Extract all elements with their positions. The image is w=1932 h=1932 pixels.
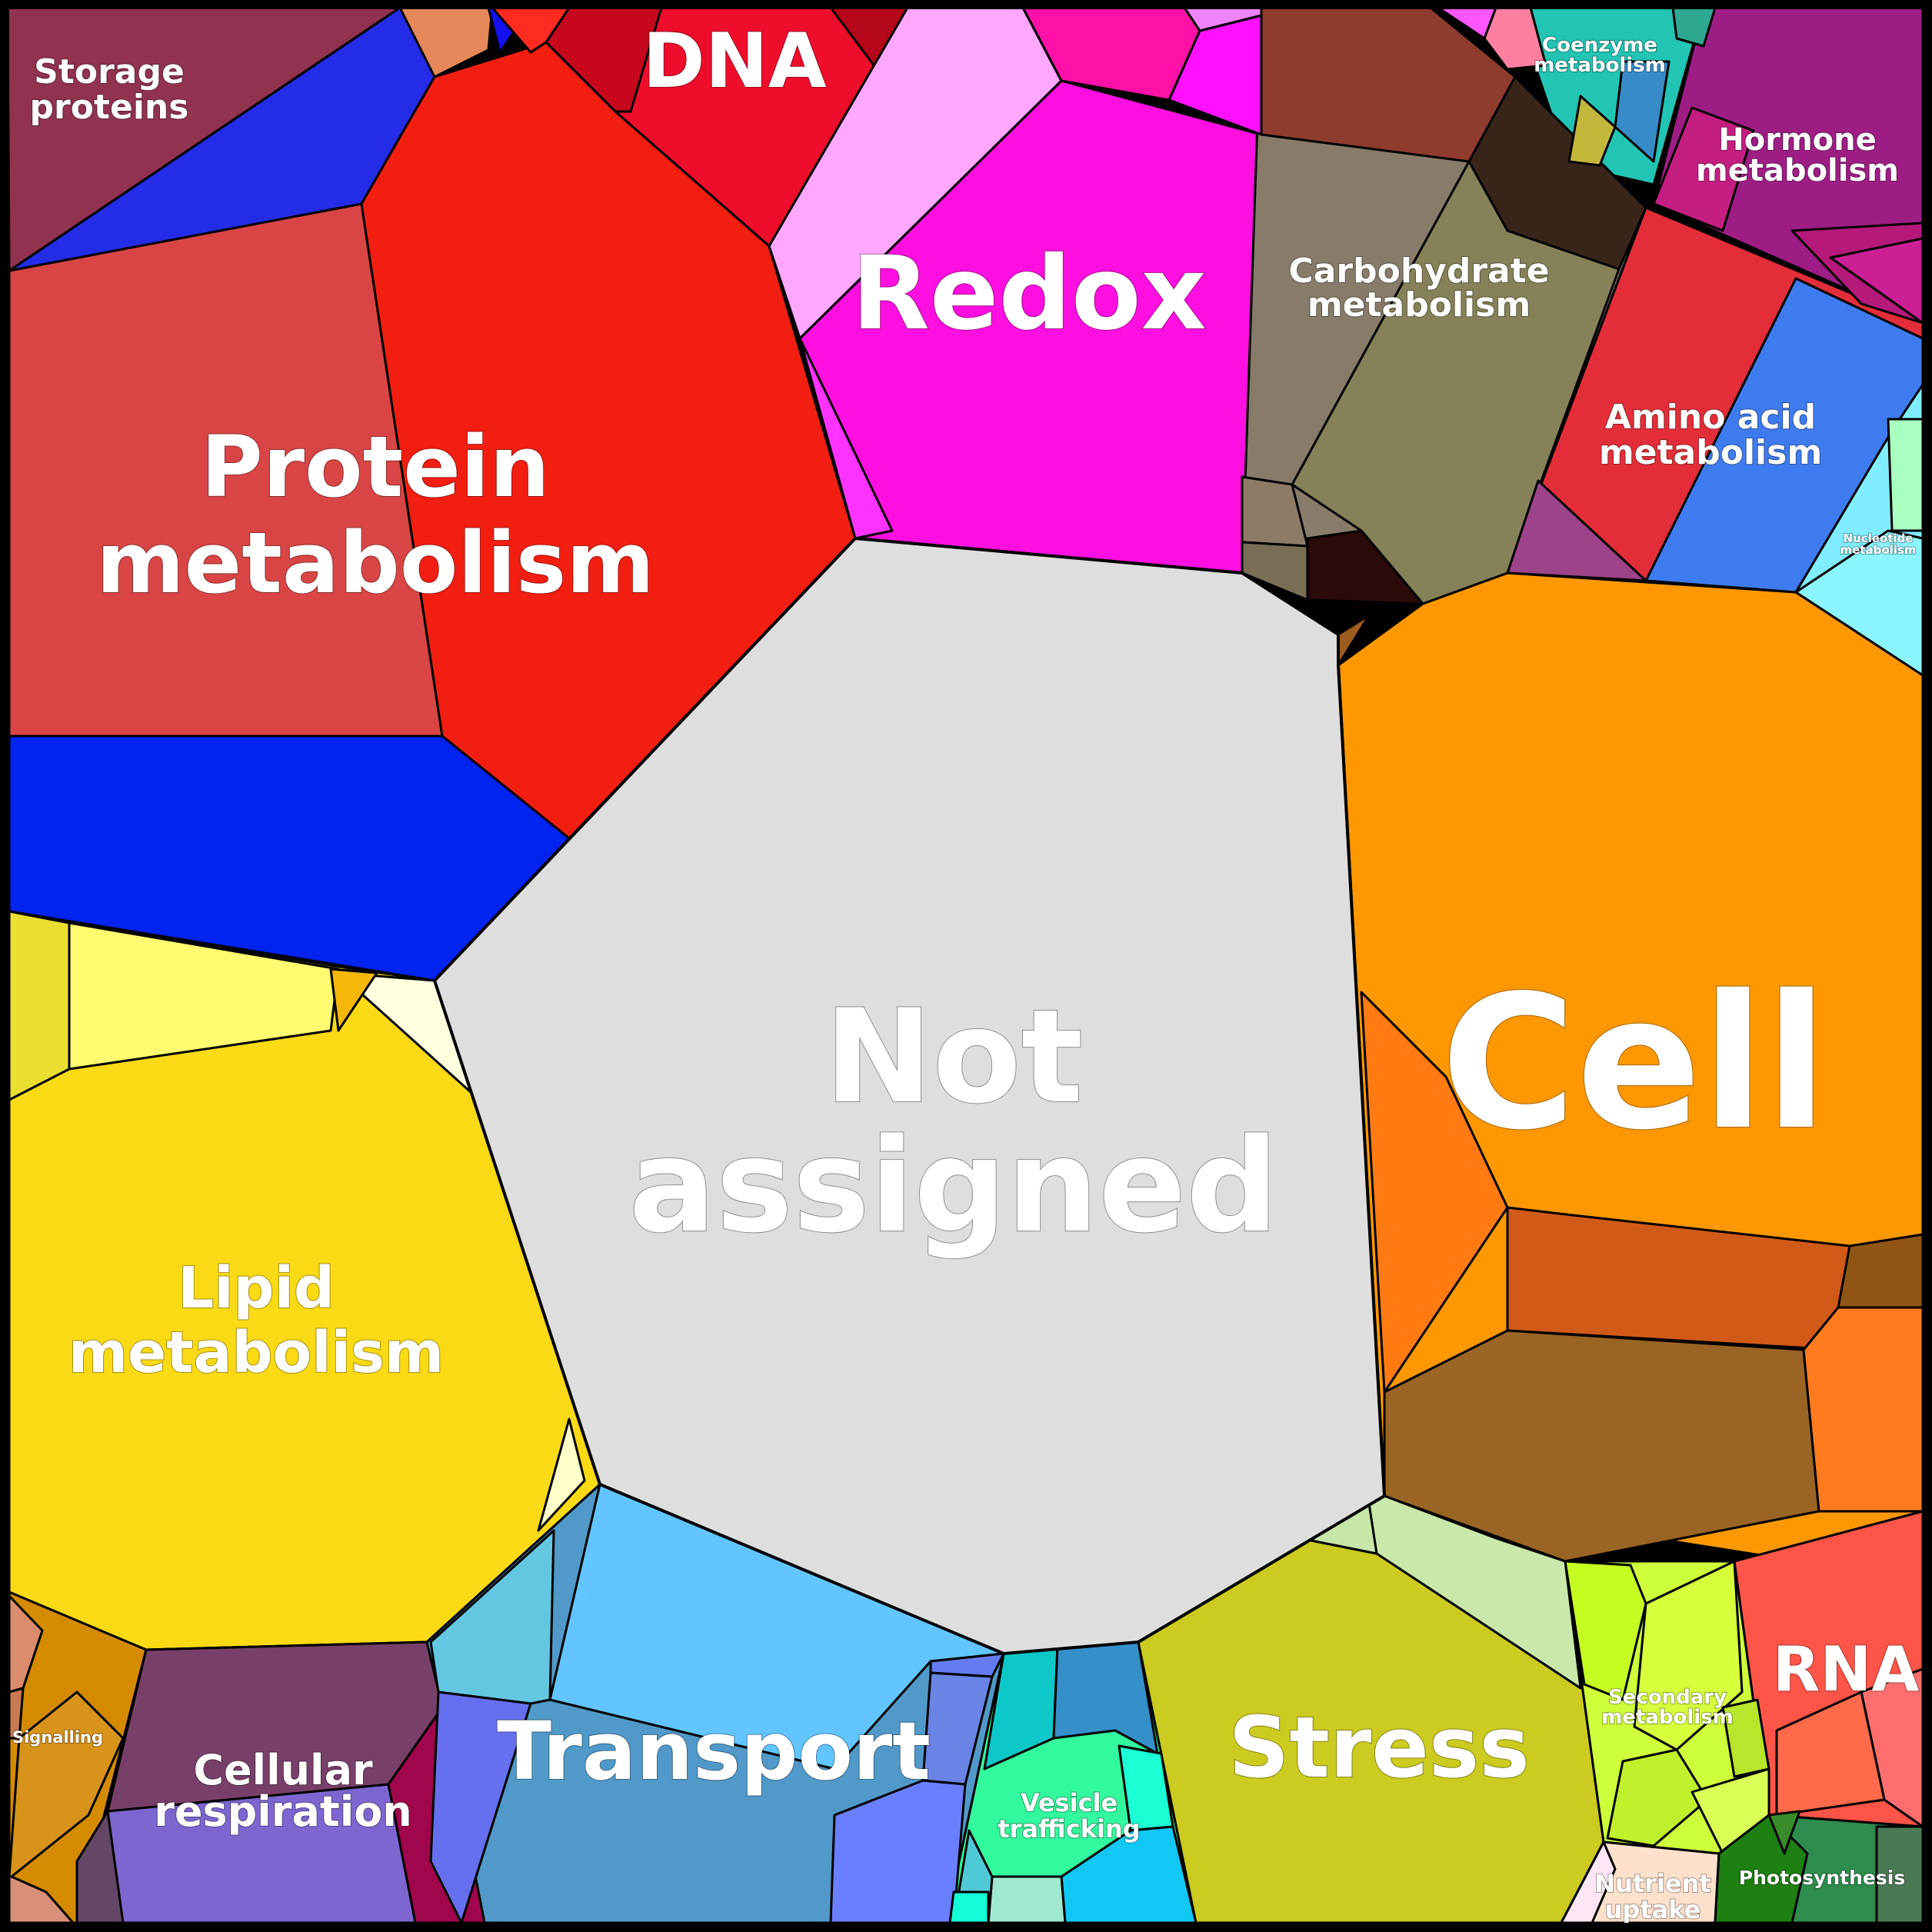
subcell <box>1633 1560 1744 1751</box>
label-signalling: Signalling <box>12 1728 103 1747</box>
label-dna-line: DNA <box>642 18 826 105</box>
label-storage: Storage proteins <box>30 52 189 127</box>
label-hormone-line: Hormone <box>1718 122 1876 158</box>
subcell <box>329 968 378 1032</box>
label-protein-line: Protein <box>201 418 550 516</box>
subcell <box>1775 1690 1886 1817</box>
subcell <box>1291 160 1621 605</box>
subcell <box>1767 1810 1801 1855</box>
label-hormone-line: metabolism <box>1696 153 1899 188</box>
label-protein: Protein metabolism <box>96 418 655 612</box>
label-stress: Stress <box>1228 1698 1530 1797</box>
subcell <box>1837 1233 1924 1309</box>
label-aminoacid-line: metabolism <box>1599 433 1822 472</box>
label-protein-line: metabolism <box>96 514 655 612</box>
label-notassigned-line: Not <box>824 981 1083 1132</box>
label-coenzyme-line: metabolism <box>1534 54 1666 77</box>
label-signalling-line: Signalling <box>12 1728 103 1747</box>
treemap-cells <box>6 6 1924 1924</box>
subcell <box>987 1875 1067 1924</box>
label-aminoacid-line: Amino acid <box>1605 398 1816 437</box>
label-nucleotide: Nucleotide metabolism <box>1840 531 1917 557</box>
label-carb-line: metabolism <box>1307 285 1531 325</box>
subcell <box>1506 479 1647 582</box>
subcell <box>829 1779 967 1924</box>
label-rna-line: RNA <box>1773 1634 1920 1705</box>
label-carb: Carbohydrate metabolism <box>1288 251 1549 325</box>
label-respiration-line: Cellular <box>193 1746 373 1794</box>
label-stress-line: Stress <box>1228 1698 1530 1797</box>
label-lipid-line: Lipid <box>178 1255 335 1321</box>
subcell <box>537 1417 586 1532</box>
label-notassigned: Not assigned <box>628 981 1278 1261</box>
label-cell: Cell <box>1441 955 1827 1171</box>
label-dna: DNA <box>642 18 826 105</box>
label-secondary-line: Secondary <box>1608 1686 1727 1709</box>
label-redox-line: Redox <box>851 235 1206 353</box>
label-transport-line: Transport <box>497 1704 931 1798</box>
subcell <box>1306 529 1424 605</box>
label-nutrient: Nutrient uptake <box>1594 1869 1710 1924</box>
label-photosynthesis: Photosynthesis <box>1739 1867 1905 1889</box>
subcell <box>1567 95 1617 167</box>
label-storage-line: proteins <box>30 88 189 127</box>
label-photosynthesis-line: Photosynthesis <box>1739 1867 1905 1889</box>
subcell <box>1606 1748 1709 1847</box>
label-rna: RNA <box>1773 1634 1920 1705</box>
label-notassigned-line: assigned <box>628 1111 1278 1261</box>
subcell <box>948 1890 990 1924</box>
subcell <box>1652 106 1755 232</box>
subcell <box>8 910 71 1101</box>
label-storage-line: Storage <box>34 52 185 92</box>
label-respiration-line: respiration <box>154 1787 412 1836</box>
label-redox: Redox <box>851 235 1206 353</box>
label-secondary: Secondary metabolism <box>1601 1686 1734 1729</box>
label-nutrient-line: Nutrient <box>1594 1869 1710 1898</box>
subcell <box>798 337 894 540</box>
label-coenzyme-line: Coenzyme <box>1542 34 1657 57</box>
label-lipid-line: metabolism <box>68 1320 444 1386</box>
label-vesicle-line: Vesicle <box>1021 1788 1118 1817</box>
subcell <box>1721 1698 1770 1778</box>
label-secondary-line: metabolism <box>1601 1706 1734 1729</box>
label-coenzyme: Coenzyme metabolism <box>1534 34 1666 77</box>
label-lipid: Lipid metabolism <box>68 1255 444 1386</box>
label-nucleotide-line: Nucleotide <box>1844 531 1914 545</box>
subcell <box>1614 60 1671 163</box>
label-vesicle-line: trafficking <box>998 1814 1140 1844</box>
label-hormone: Hormone metabolism <box>1696 122 1899 188</box>
label-aminoacid: Amino acid metabolism <box>1599 398 1822 472</box>
label-carb-line: Carbohydrate <box>1288 251 1549 291</box>
label-nucleotide-line: metabolism <box>1840 543 1917 557</box>
subcell <box>1564 1560 1647 1701</box>
label-transport: Transport <box>497 1704 931 1798</box>
label-nutrient-line: uptake <box>1605 1895 1701 1924</box>
subcell <box>1887 418 1924 532</box>
label-respiration: Cellular respiration <box>154 1746 412 1836</box>
subcell <box>429 1529 555 1705</box>
label-cell-line: Cell <box>1441 955 1827 1171</box>
subcell <box>1802 1306 1924 1513</box>
label-vesicle: Vesicle trafficking <box>998 1788 1140 1844</box>
cell-notassigned-top <box>433 537 1386 1655</box>
